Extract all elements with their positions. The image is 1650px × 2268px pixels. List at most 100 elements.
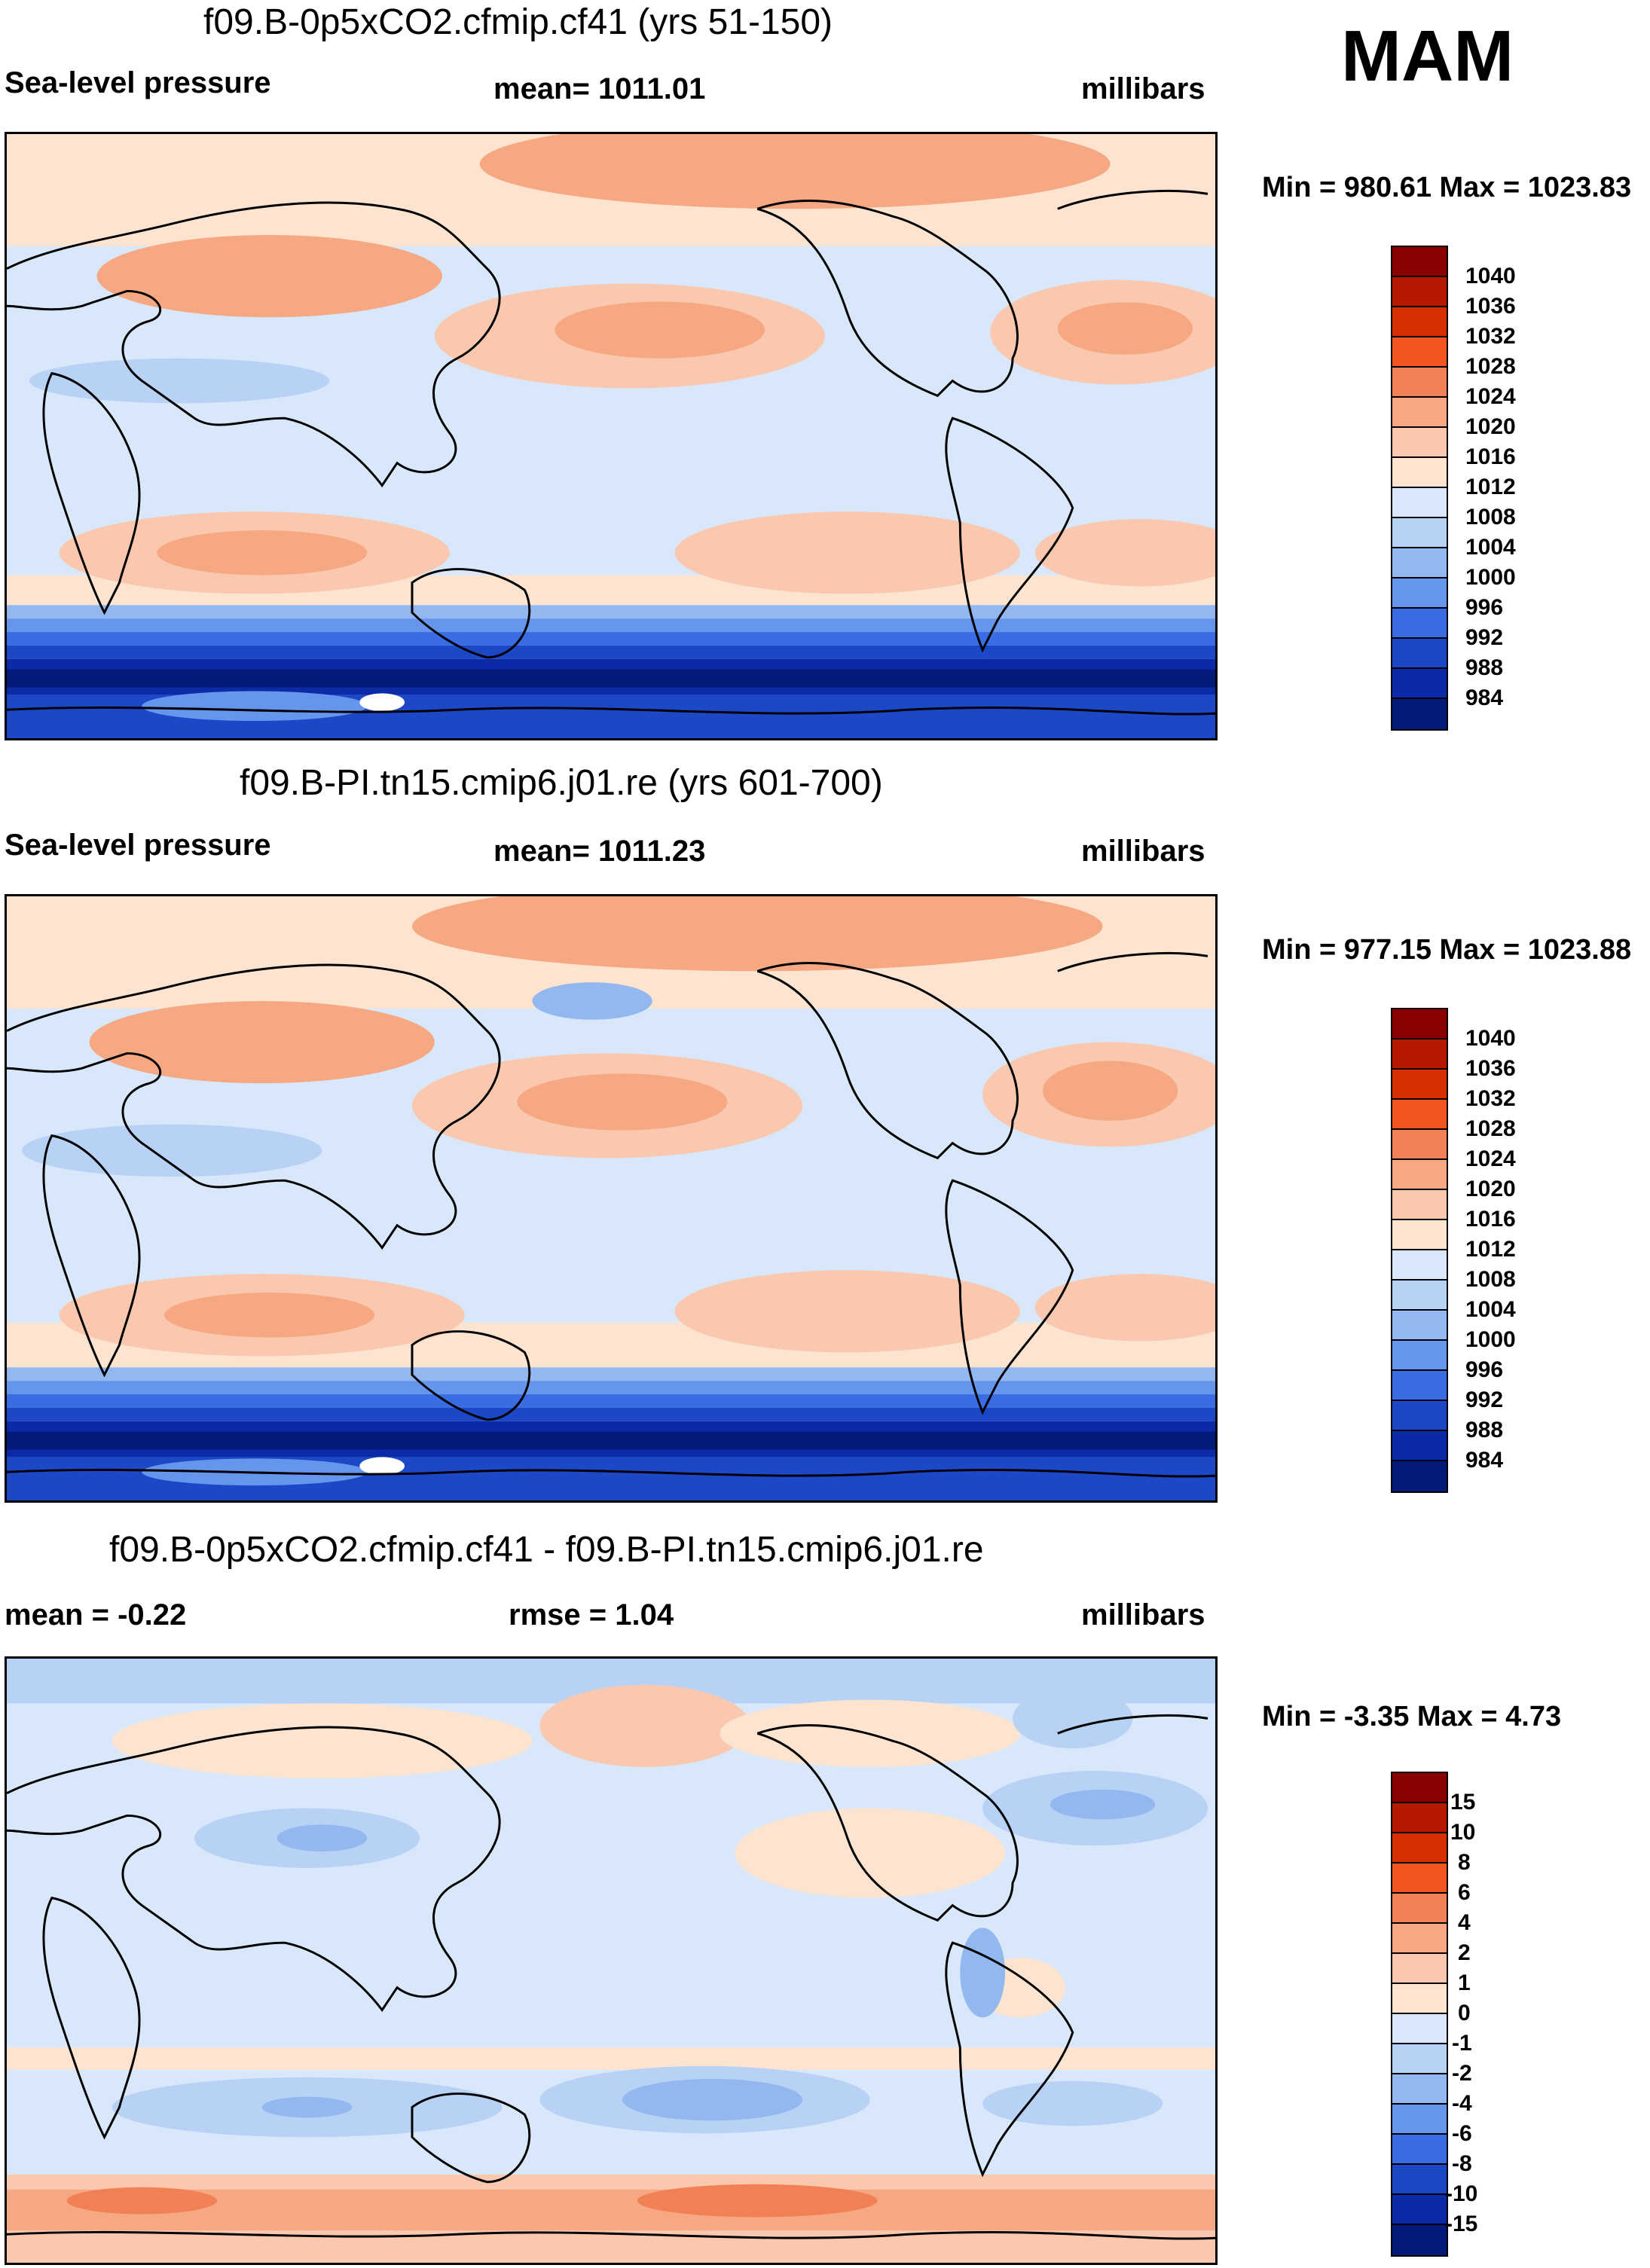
colorbar-swatch — [1392, 2014, 1447, 2044]
panel1-title: f09.B-0p5xCO2.cfmip.cf41 (yrs 51-150) — [203, 2, 833, 42]
panel3-units: millibars — [1081, 1598, 1205, 1632]
panel2-cb-label: 996 — [1465, 1357, 1504, 1382]
panel3-minmax: Min = -3.35 Max = 4.73 — [1262, 1701, 1562, 1732]
colorbar-swatch — [1392, 398, 1447, 428]
colorbar-swatch — [1392, 669, 1447, 699]
colorbar-swatch — [1392, 1461, 1447, 1491]
colorbar-swatch — [1392, 337, 1447, 368]
colorbar-swatch — [1392, 1160, 1447, 1190]
colorbar-swatch — [1392, 2135, 1447, 2165]
panel1-cb-label: 1008 — [1465, 505, 1516, 530]
panel2-cb-label: 1012 — [1465, 1237, 1516, 1262]
panel1-cb-label: 992 — [1465, 625, 1504, 650]
colorbar-swatch — [1392, 1190, 1447, 1220]
colorbar-swatch — [1392, 458, 1447, 488]
panel1-cb-label: 1016 — [1465, 444, 1516, 469]
panel1-cb-label: 1012 — [1465, 475, 1516, 499]
panel2-cb-label: 1000 — [1465, 1327, 1516, 1352]
colorbar-swatch — [1392, 1039, 1447, 1070]
panel2-cb-label: 1032 — [1465, 1086, 1516, 1111]
panel3-rmse: rmse = 1.04 — [509, 1598, 674, 1632]
colorbar-swatch — [1392, 2165, 1447, 2195]
panel3-cb-label: 1 — [1458, 1970, 1471, 1995]
panel1-cb-label: 1032 — [1465, 324, 1516, 349]
panel2-cb-label: 984 — [1465, 1448, 1504, 1473]
panel1-minmax: Min = 980.61 Max = 1023.83 — [1262, 172, 1632, 203]
colorbar-swatch — [1392, 1864, 1447, 1894]
panel2-cb-label: 1004 — [1465, 1297, 1516, 1322]
panel2-units: millibars — [1081, 835, 1205, 868]
panel2-cb-label: 1040 — [1465, 1026, 1516, 1051]
panel1-cb-label: 1036 — [1465, 294, 1516, 319]
colorbar-swatch — [1392, 428, 1447, 458]
panel1-cb-label: 1024 — [1465, 384, 1516, 409]
panel3-map — [5, 1656, 1218, 2265]
colorbar-swatch — [1392, 1130, 1447, 1160]
colorbar-swatch — [1392, 2074, 1447, 2105]
colorbar-swatch — [1392, 639, 1447, 669]
colorbar-swatch — [1392, 488, 1447, 518]
colorbar-swatch — [1392, 548, 1447, 578]
panel3-cb-label: 4 — [1458, 1910, 1471, 1935]
panel3-cb-label: -2 — [1452, 2061, 1472, 2086]
colorbar-swatch — [1392, 1984, 1447, 2014]
colorbar-swatch — [1392, 1894, 1447, 1924]
colorbar-swatch — [1392, 1773, 1447, 1803]
panel3-cb-label: -8 — [1452, 2151, 1472, 2176]
panel3-cb-label: 10 — [1450, 1820, 1476, 1845]
colorbar-swatch — [1392, 1401, 1447, 1431]
colorbar-swatch — [1392, 1954, 1447, 1984]
panel3-cb-label: 0 — [1458, 2001, 1471, 2025]
panel2-cb-label: 1028 — [1465, 1116, 1516, 1141]
colorbar-swatch — [1392, 2195, 1447, 2225]
colorbar-swatch — [1392, 1803, 1447, 1833]
colorbar-swatch — [1392, 2105, 1447, 2135]
colorbar-swatch — [1392, 247, 1447, 277]
panel1-cb-label: 1020 — [1465, 414, 1516, 439]
panel2-cb-label: 1036 — [1465, 1056, 1516, 1081]
panel3-colorbar — [1391, 1772, 1448, 2257]
panel2-cb-label: 1024 — [1465, 1146, 1516, 1171]
colorbar-swatch — [1392, 1341, 1447, 1371]
panel3-cb-label: -4 — [1452, 2091, 1472, 2116]
colorbar-swatch — [1392, 1281, 1447, 1311]
colorbar-swatch — [1392, 1924, 1447, 1954]
panel2-variable: Sea-level pressure — [5, 829, 271, 862]
panel3-cb-label: -6 — [1452, 2121, 1472, 2146]
panel1-variable: Sea-level pressure — [5, 66, 271, 99]
panel2-map — [5, 894, 1218, 1503]
panel3-cb-label: -1 — [1452, 2031, 1472, 2056]
colorbar-swatch — [1392, 1100, 1447, 1130]
panel1-cb-label: 1040 — [1465, 264, 1516, 288]
colorbar-swatch — [1392, 1070, 1447, 1100]
colorbar-swatch — [1392, 368, 1447, 398]
panel3-cb-label: 8 — [1458, 1850, 1471, 1875]
season-label: MAM — [1341, 16, 1514, 96]
panel2-cb-label: 1008 — [1465, 1267, 1516, 1292]
colorbar-swatch — [1392, 2225, 1447, 2255]
panel2-cb-label: 988 — [1465, 1418, 1504, 1442]
panel3-cb-label: -15 — [1445, 2212, 1478, 2236]
colorbar-swatch — [1392, 578, 1447, 609]
panel3-cb-label: 6 — [1458, 1880, 1471, 1905]
panel3-title: f09.B-0p5xCO2.cfmip.cf41 - f09.B-PI.tn15… — [109, 1530, 984, 1570]
colorbar-swatch — [1392, 609, 1447, 639]
colorbar-swatch — [1392, 518, 1447, 548]
colorbar-swatch — [1392, 1220, 1447, 1250]
colorbar-swatch — [1392, 1311, 1447, 1341]
panel1-cb-label: 988 — [1465, 655, 1504, 680]
colorbar-swatch — [1392, 1250, 1447, 1281]
panel2-mean: mean= 1011.23 — [493, 835, 706, 868]
colorbar-swatch — [1392, 2044, 1447, 2074]
colorbar-swatch — [1392, 307, 1447, 337]
panel1-cb-label: 984 — [1465, 685, 1504, 710]
panel1-cb-label: 1000 — [1465, 565, 1516, 590]
panel1-cb-label: 1004 — [1465, 535, 1516, 560]
panel1-cb-label: 996 — [1465, 595, 1504, 620]
panel3-mean: mean = -0.22 — [5, 1598, 187, 1632]
colorbar-swatch — [1392, 1009, 1447, 1039]
colorbar-swatch — [1392, 699, 1447, 729]
panel2-colorbar — [1391, 1008, 1448, 1493]
panel3-cb-label: 2 — [1458, 1940, 1471, 1965]
panel2-cb-label: 1020 — [1465, 1177, 1516, 1201]
